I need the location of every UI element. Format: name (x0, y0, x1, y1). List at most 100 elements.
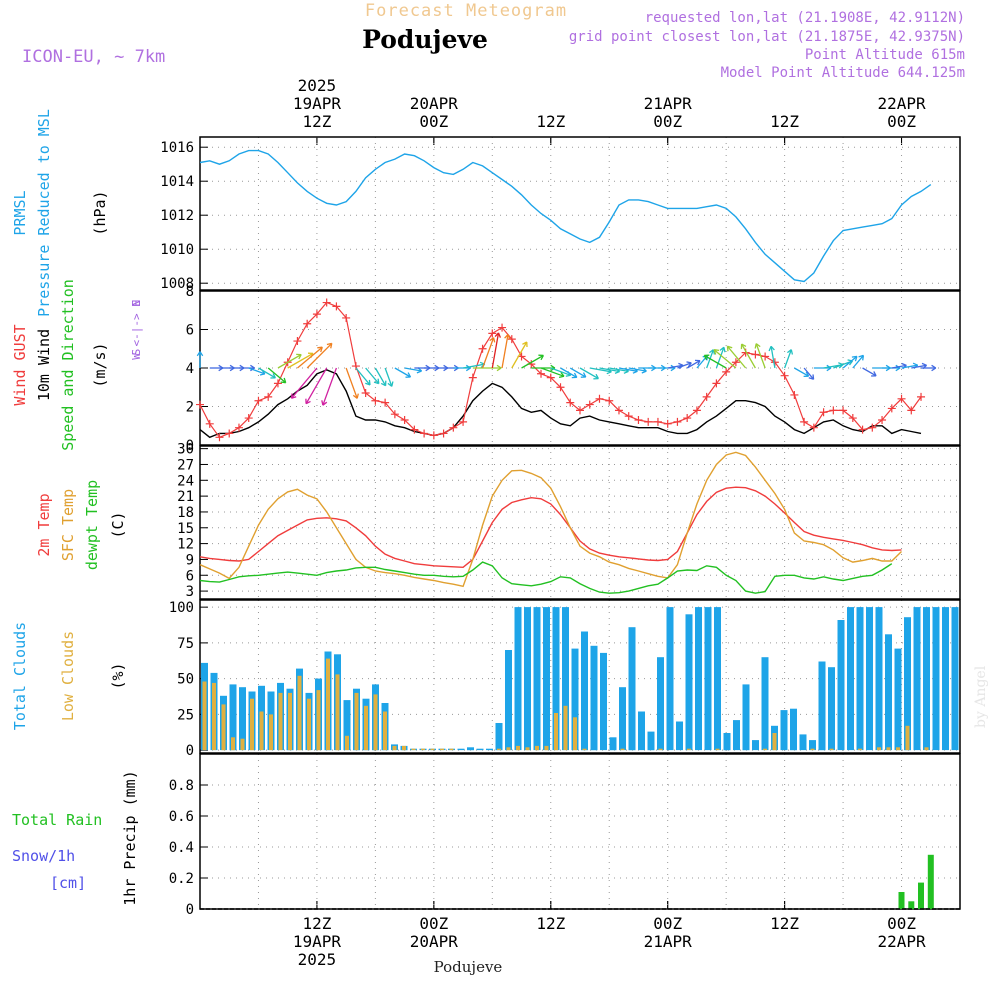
wind-arrow (550, 367, 571, 376)
y-tick-label: 1008 (160, 276, 194, 292)
wind-arrow (618, 367, 638, 372)
bar-low-clouds (269, 714, 273, 751)
wind-arrow (770, 346, 776, 369)
bar-low-clouds (221, 704, 226, 751)
wind-arrowhead (494, 332, 502, 338)
bar-low-clouds (554, 713, 558, 751)
bar-rain (898, 892, 905, 909)
gust-marker (312, 310, 321, 319)
gust-marker (371, 396, 380, 405)
bar-total-clouds (818, 661, 826, 751)
y-tick-label: 0.8 (169, 778, 194, 794)
watermark: by Angel (973, 665, 989, 728)
gust-marker (254, 396, 263, 405)
bar-total-clouds (495, 723, 503, 751)
bar-total-clouds (885, 634, 892, 751)
panel-1: 0 2 4 6 8 Wind GUST 10m Wind Speed and Directio… (11, 279, 961, 454)
wind-arrow (628, 367, 647, 372)
time-tick-label: 20APR (410, 94, 459, 113)
wind-arrow (794, 367, 809, 377)
gust-marker (234, 423, 243, 432)
wind-arrow (481, 337, 495, 369)
bar-total-clouds (239, 687, 246, 751)
time-tick-label: 12Z (536, 112, 565, 131)
y-tick-label: 6 (186, 568, 194, 584)
wind-arrow (677, 362, 692, 369)
bar-low-clouds (402, 745, 406, 751)
bar-total-clouds (505, 650, 512, 751)
bar-total-clouds (467, 747, 474, 751)
bar-total-clouds (780, 710, 788, 751)
y-tick-label: 100 (169, 600, 194, 616)
panel-4: 0 0.2 0.4 0.6 0.8 Total Rain Snow/1h [cm] 1hr Pr… (12, 753, 961, 918)
gust-marker (722, 367, 731, 376)
y-axis-label: 1hr Precip (mm) (121, 770, 139, 905)
footer-location: Podujeve (434, 958, 503, 976)
wind-arrow (862, 367, 877, 377)
gust-marker (624, 412, 633, 421)
y-axis-label: dewpt Temp (83, 480, 101, 570)
bar-total-clouds (628, 627, 636, 751)
wind-arrow (462, 363, 485, 369)
bar-low-clouds (772, 733, 777, 751)
gust-marker (644, 417, 653, 426)
wind-arrowhead (290, 393, 297, 399)
wind-arrowhead (740, 343, 747, 350)
bar-low-clouds (354, 692, 359, 751)
gust-marker (556, 383, 565, 392)
y-tick-label: 0 (186, 902, 194, 918)
gust-marker (439, 429, 448, 438)
gust-marker (478, 344, 487, 353)
time-tick-label: 19APR (293, 932, 342, 951)
y-tick-label: 0.2 (169, 871, 194, 887)
bar-low-clouds (896, 747, 900, 751)
series-line-wind-gust (199, 301, 922, 439)
bar-total-clouds (476, 748, 484, 751)
bar-total-clouds (875, 607, 883, 751)
gust-marker (420, 429, 429, 438)
gust-marker (809, 423, 818, 432)
wind-arrowhead (787, 349, 794, 355)
bar-low-clouds (278, 692, 283, 751)
bar-low-clouds (392, 745, 397, 751)
bar-total-clouds (457, 748, 465, 751)
bar-total-clouds (904, 617, 911, 751)
gust-marker (322, 298, 331, 307)
gust-marker (683, 414, 692, 423)
y-tick-label: 4 (186, 361, 194, 377)
wind-arrow (248, 367, 266, 375)
wind-arrow (715, 347, 725, 369)
gust-marker (761, 352, 770, 361)
gust-marker (780, 371, 789, 380)
wind-arrowhead (522, 341, 528, 348)
gust-marker (390, 410, 399, 419)
wind-arrow (703, 354, 727, 369)
y-tick-label: 0 (186, 438, 194, 454)
series-line-sfc-temp (199, 451, 902, 588)
bar-low-clouds (858, 748, 862, 751)
bar-total-clouds (742, 684, 750, 751)
wind-arrow (560, 367, 578, 378)
gust-marker (264, 392, 273, 401)
wind-arrow (540, 367, 565, 377)
bar-total-clouds (714, 607, 721, 751)
gust-marker (605, 396, 614, 405)
bar-total-clouds (343, 700, 351, 751)
panel-frame (199, 136, 961, 291)
wind-arrow (891, 364, 907, 369)
wind-arrowhead (686, 361, 692, 368)
bar-total-clouds (913, 607, 921, 751)
y-tick-label: 21 (177, 489, 194, 505)
compass-south: S (130, 349, 143, 356)
compass-north: N (130, 300, 143, 307)
y-tick-label: 30 (177, 442, 194, 458)
wind-arrow (384, 367, 393, 387)
wind-arrow (713, 349, 737, 369)
gust-marker (225, 429, 234, 438)
series-line-10m-wind (199, 369, 922, 439)
gust-marker (293, 337, 302, 346)
gust-marker (790, 390, 799, 399)
panel-frame (199, 445, 961, 600)
